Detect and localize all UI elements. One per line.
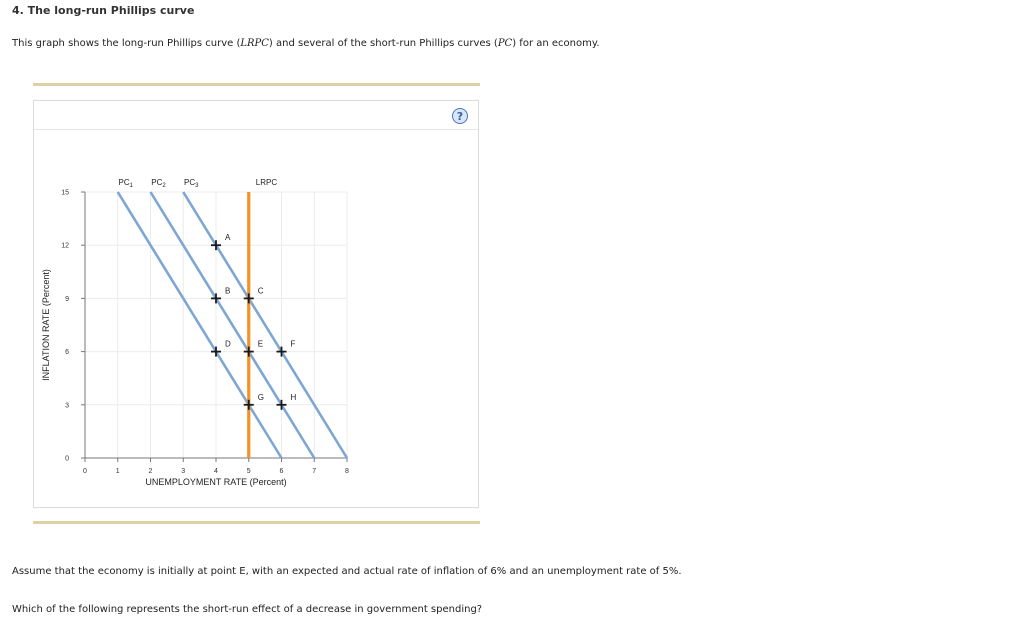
intro-text-a: This graph shows the long-run Phillips c… xyxy=(12,38,241,49)
intro-lrpc: LRPC xyxy=(240,38,269,49)
intro-text-c: ) for an economy. xyxy=(512,38,600,49)
lrpc-label: LRPC xyxy=(256,178,278,187)
pc2-label: PC2 xyxy=(151,178,166,189)
point-h-label: H xyxy=(291,393,297,402)
x-tick-label: 6 xyxy=(280,468,284,475)
graph-panel: ? 0 1 2 3 4 5 6 7 8 0 3 6 9 12 15 UNEMPLOYMENT RATE (Pe… xyxy=(33,100,479,508)
x-tick-label: 2 xyxy=(149,468,153,475)
y-tick-label: 3 xyxy=(65,402,69,409)
bottom-divider xyxy=(33,521,480,524)
x-tick-label: 5 xyxy=(247,468,251,475)
x-tick-label: 8 xyxy=(345,468,349,475)
point-g-label: G xyxy=(258,393,264,402)
panel-toolbar-divider xyxy=(34,129,478,130)
x-tick-label: 3 xyxy=(181,468,185,475)
y-tick-label: 15 xyxy=(61,190,69,197)
x-tick-label: 1 xyxy=(116,468,120,475)
intro-text-b: ) and several of the short-run Phillips … xyxy=(268,38,498,49)
x-axis-label: UNEMPLOYMENT RATE (Percent) xyxy=(145,477,286,487)
y-tick-label: 12 xyxy=(61,243,69,250)
pc1-line xyxy=(116,191,283,459)
question-prompt: Which of the following represents the sh… xyxy=(12,604,483,615)
pc3-line xyxy=(182,191,349,459)
intro-pc: PC xyxy=(497,38,513,49)
scenario-text: Assume that the economy is initially at … xyxy=(12,566,682,577)
pc3-label: PC3 xyxy=(184,178,199,189)
pc2-line xyxy=(149,191,316,459)
top-divider xyxy=(33,83,480,86)
help-button[interactable]: ? xyxy=(452,108,468,124)
y-tick-label: 0 xyxy=(65,456,69,463)
point-a-label: A xyxy=(225,233,231,242)
point-d-label: D xyxy=(225,340,231,349)
point-c-label: C xyxy=(258,286,264,295)
pc1-label: PC1 xyxy=(119,178,134,189)
y-tick-label: 9 xyxy=(65,296,69,303)
point-f-label: F xyxy=(291,340,296,349)
intro-text: This graph shows the long-run Phillips c… xyxy=(12,38,600,49)
x-tick-label: 0 xyxy=(83,468,87,475)
question-title: 4. The long-run Phillips curve xyxy=(12,4,195,17)
y-axis-label: INFLATION RATE (Percent) xyxy=(41,269,51,381)
point-e-label: E xyxy=(258,340,263,349)
x-tick-label: 7 xyxy=(312,468,316,475)
point-b-label: B xyxy=(225,286,230,295)
y-tick-label: 6 xyxy=(65,349,69,356)
x-tick-label: 4 xyxy=(214,468,218,475)
